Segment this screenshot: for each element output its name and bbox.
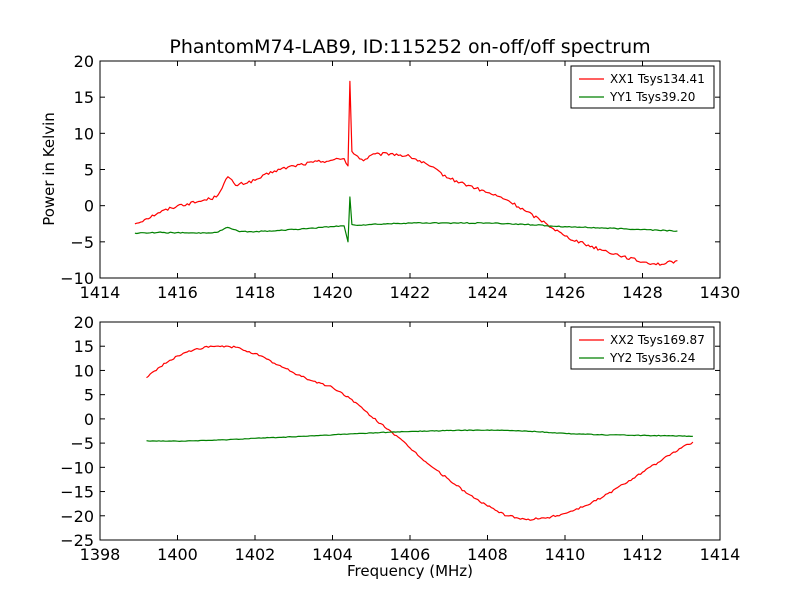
y-tick-label: −5 <box>70 233 94 252</box>
x-tick-label: 1418 <box>235 283 276 302</box>
y-tick-label: 0 <box>84 410 94 429</box>
legend: XX1 Tsys134.41 YY1 Tsys39.20 <box>570 65 715 109</box>
y-tick-label: −15 <box>60 483 94 502</box>
x-tick-label: 1416 <box>157 283 198 302</box>
x-tick-label: 1422 <box>390 283 431 302</box>
series-line-1-2 <box>134 196 678 243</box>
x-tick-label: 1414 <box>700 545 741 564</box>
legend-label: YY2 Tsys36.24 <box>609 351 695 365</box>
legend-label: XX1 Tsys134.41 <box>610 72 705 86</box>
chart-title: PhantomM74-LAB9, ID:115252 on-off/off sp… <box>169 36 650 58</box>
y-tick-label: −5 <box>70 434 94 453</box>
top-panel: 1414 1416 1418 1420 1422 1424 1426 1428 1430 −10 −… <box>60 52 740 302</box>
x-tick-label: 1412 <box>622 545 663 564</box>
y-tick-label: 20 <box>74 52 94 71</box>
x-tick-label: 1430 <box>700 283 741 302</box>
x-axis-label: Frequency (MHz) <box>347 562 473 580</box>
y-tick-label: 15 <box>74 88 94 107</box>
legend-label: XX2 Tsys169.87 <box>610 333 705 347</box>
legend: XX2 Tsys169.87 YY2 Tsys36.24 <box>570 326 715 370</box>
x-tick-label: 1408 <box>467 545 508 564</box>
y-tick-label: 0 <box>84 197 94 216</box>
x-tick-label: 1414 <box>80 283 121 302</box>
series-line-2-2 <box>146 429 693 442</box>
legend-box <box>570 65 715 109</box>
legend-label: YY1 Tsys39.20 <box>609 90 695 104</box>
x-tick-label: 1402 <box>235 545 276 564</box>
x-tick-label: 1406 <box>390 545 431 564</box>
x-tick-label: 1410 <box>545 545 586 564</box>
y-tick-label: −25 <box>60 531 94 550</box>
series-line-1-1 <box>134 80 678 266</box>
y-tick-label: 20 <box>74 313 94 332</box>
y-tick-label: 5 <box>84 386 94 405</box>
y-tick-label: 10 <box>74 124 94 143</box>
x-tick-label: 1398 <box>80 545 121 564</box>
y-tick-label: 15 <box>74 337 94 356</box>
y-tick-label: −10 <box>60 269 94 288</box>
bottom-panel: 1398 1400 1402 1404 1406 1408 1410 1412 1414 −25 −… <box>60 313 740 564</box>
x-tick-label: 1420 <box>312 283 353 302</box>
y-tick-label: −20 <box>60 507 94 526</box>
y-tick-label: −10 <box>60 458 94 477</box>
x-tick-label: 1428 <box>622 283 663 302</box>
y-tick-label: 10 <box>74 361 94 380</box>
x-tick-label: 1426 <box>545 283 586 302</box>
y-axis-label: Power in Kelvin <box>40 112 58 226</box>
legend-box <box>570 326 715 370</box>
x-tick-label: 1404 <box>312 545 353 564</box>
series-line-2-1 <box>146 345 694 521</box>
x-tick-label: 1400 <box>157 545 198 564</box>
x-tick-label: 1424 <box>467 283 508 302</box>
y-tick-label: 5 <box>84 161 94 180</box>
